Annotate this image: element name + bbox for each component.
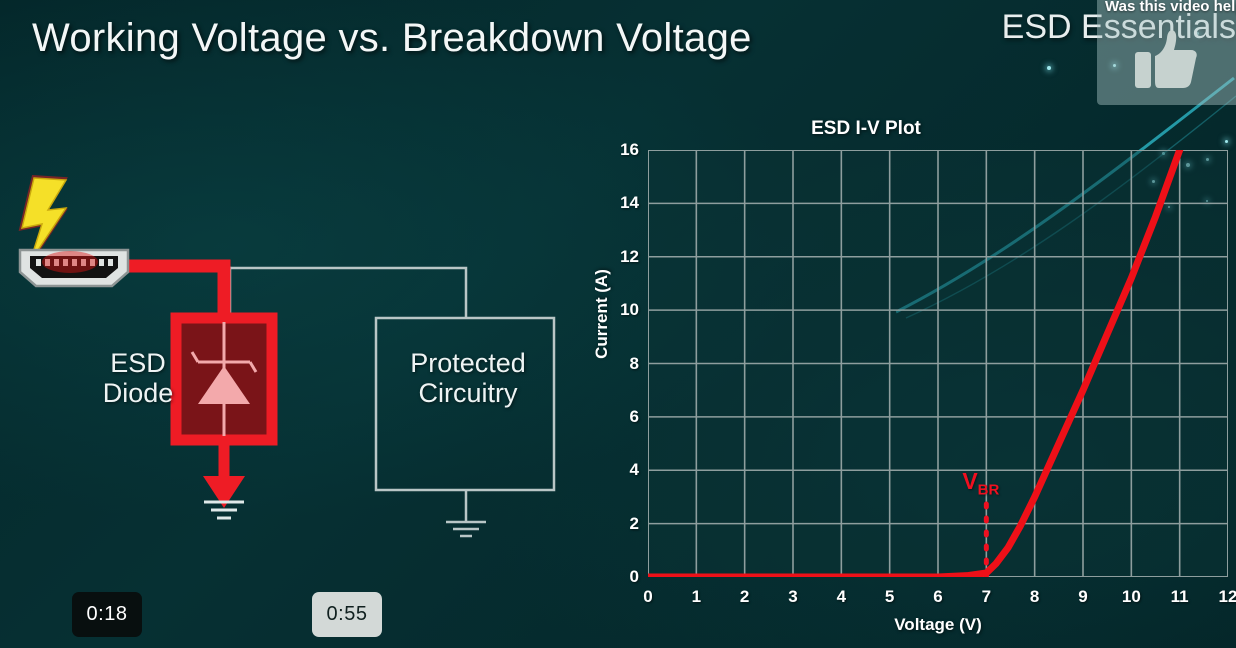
chart-y-tick: 14 — [620, 193, 639, 213]
protected-circuitry-label: Protected Circuitry — [378, 348, 558, 408]
protected-label-line1: Protected — [410, 348, 526, 378]
page-title: Working Voltage vs. Breakdown Voltage — [32, 16, 752, 60]
timestamp-chip-total[interactable]: 0:55 — [312, 592, 382, 637]
chart-x-tick: 3 — [788, 587, 798, 606]
chart-y-tick: 8 — [629, 353, 639, 373]
chart-x-tick: 12 — [1218, 587, 1236, 606]
timestamp-chip-current[interactable]: 0:18 — [72, 592, 142, 637]
esd-path-wire-red — [128, 259, 231, 322]
strike-glow — [42, 251, 98, 273]
chart-y-tick: 10 — [620, 300, 639, 320]
breakdown-voltage-annotation: VBR — [962, 468, 999, 499]
chart-y-tick: 16 — [620, 140, 639, 159]
brand-title: ESD Essentials — [1001, 8, 1236, 46]
hdmi-connector-icon — [18, 248, 130, 288]
ground-symbol-icon — [446, 520, 486, 538]
esd-diode-label-line2: Diode — [102, 378, 174, 408]
chart-x-tick: 4 — [836, 587, 847, 606]
chart-x-tick: 7 — [981, 587, 992, 606]
chart-x-tick: 10 — [1121, 587, 1141, 606]
chart-y-tick: 2 — [629, 513, 639, 533]
vbr-label-subscript: BR — [977, 481, 1000, 499]
signal-wire-gray-2 — [230, 266, 468, 318]
video-survey-overlay[interactable]: Was this video helpful? — [1097, 0, 1236, 105]
chart-x-tick: 9 — [1078, 587, 1088, 606]
esd-iv-chart: ESD I-V Plot Current (A) Voltage (V) 0 2 4… — [580, 110, 1236, 648]
esd-diode-label: ESD Diode — [78, 348, 198, 408]
chart-x-tick: 11 — [1170, 587, 1189, 606]
chart-y-axis-label: Current (A) — [592, 269, 611, 359]
esd-diode-label-line1: ESD — [110, 348, 166, 378]
signal-wire-gray — [140, 266, 232, 318]
chart-y-tick: 12 — [620, 246, 639, 266]
chart-x-tick: 0 — [643, 587, 653, 606]
chart-x-tick: 1 — [691, 587, 702, 606]
chart-x-axis-label: Voltage (V) — [894, 615, 982, 634]
chart-y-tick: 6 — [629, 406, 639, 426]
chart-x-tick: 6 — [933, 587, 943, 606]
vbr-label-main: V — [962, 468, 978, 495]
chart-x-tick: 5 — [884, 587, 895, 606]
lightning-bolt-icon — [18, 174, 68, 270]
decor-sparkle — [1047, 66, 1051, 70]
chart-x-tick: 2 — [739, 587, 750, 606]
chart-y-tick: 0 — [629, 567, 639, 586]
chart-title: ESD I-V Plot — [811, 118, 921, 139]
esd-protection-circuit-diagram: ESD Diode Protected Circuitry — [0, 170, 600, 570]
chart-plot-area: 0 2 4 6 8 10 12 14 16 0 1 2 3 4 5 6 7 8 9 10 11 12 — [620, 140, 1236, 606]
survey-prompt: Was this video helpful? — [1105, 0, 1236, 15]
chart-series-line — [648, 150, 1184, 577]
thumbs-up-icon[interactable] — [1135, 24, 1207, 96]
diode-triangle — [198, 366, 250, 404]
chart-y-tick: 4 — [629, 460, 639, 480]
protected-label-line2: Circuitry — [418, 378, 518, 408]
chart-x-tick: 8 — [1029, 587, 1040, 606]
esd-ground-symbol-icon — [204, 500, 244, 520]
current-arrow-head — [203, 476, 245, 508]
